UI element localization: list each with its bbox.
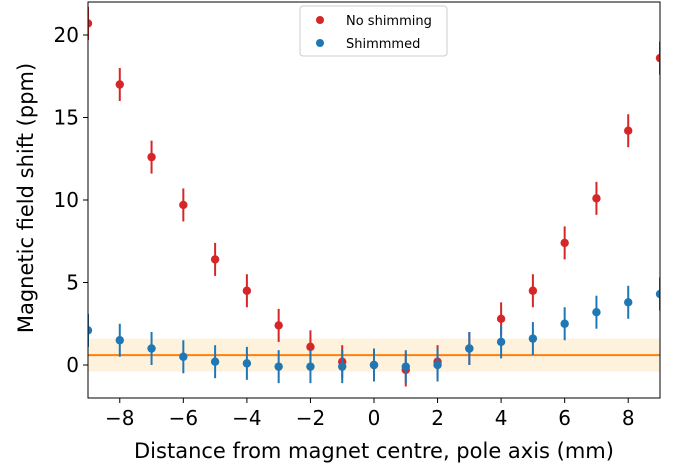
- data-point: [147, 344, 156, 353]
- data-point: [179, 352, 188, 361]
- data-point: [528, 334, 538, 343]
- data-point: [560, 238, 569, 248]
- data-point: [306, 342, 315, 352]
- y-axis-label: Magnetic field shift (ppm): [14, 63, 38, 333]
- data-point: [88, 19, 93, 28]
- y-tick-label: 15: [54, 106, 79, 130]
- y-tick-label: 5: [66, 271, 79, 295]
- data-point: [210, 357, 220, 366]
- data-point: [496, 314, 506, 323]
- data-point: [179, 200, 188, 210]
- data-point: [242, 286, 252, 295]
- x-tick-label: 0: [368, 406, 381, 430]
- legend-marker: [316, 16, 324, 24]
- data-point: [624, 298, 633, 307]
- legend-box: [299, 5, 448, 57]
- x-axis-ticks: −8 −6 −4 −2 0 2 4 6 8: [105, 398, 635, 430]
- data-point: [274, 321, 283, 330]
- y-tick-label: 20: [54, 23, 79, 47]
- x-tick-label: −2: [296, 406, 325, 430]
- series-no-shimming: [88, 6, 660, 387]
- x-tick-label: 8: [622, 406, 635, 430]
- y-axis-ticks: 0 5 10 15 20: [54, 23, 88, 377]
- data-point: [655, 53, 660, 63]
- data-point: [369, 360, 379, 370]
- data-point: [496, 337, 506, 347]
- y-tick-label: 10: [54, 188, 79, 212]
- data-point: [242, 359, 252, 368]
- x-tick-label: 4: [495, 406, 508, 430]
- data-point: [592, 194, 601, 203]
- data-point: [338, 362, 347, 371]
- data-point: [210, 255, 220, 264]
- data-point: [147, 152, 156, 162]
- plot-area: [87, 1, 661, 399]
- x-tick-label: −4: [232, 406, 261, 430]
- x-tick-label: −6: [169, 406, 198, 430]
- data-point: [401, 362, 410, 371]
- x-tick-label: −8: [105, 406, 134, 430]
- legend-label: Shimmmed: [346, 37, 420, 52]
- legend-marker: [316, 39, 324, 47]
- data-point: [592, 308, 601, 317]
- data-point: [306, 362, 315, 371]
- data-point: [624, 126, 633, 135]
- legend-label: No shimming: [346, 14, 432, 29]
- legend: No shimming Shimmmed: [299, 5, 448, 57]
- series-shimmed: [88, 277, 660, 384]
- data-point: [560, 319, 569, 328]
- data-point: [528, 286, 538, 295]
- data-point: [465, 344, 474, 353]
- plot-contents: [88, 6, 660, 387]
- y-tick-label: 0: [66, 353, 79, 377]
- x-tick-label: 2: [431, 406, 444, 430]
- data-point: [88, 326, 93, 335]
- x-axis-label: Distance from magnet centre, pole axis (…: [134, 439, 614, 463]
- data-point: [274, 362, 283, 371]
- data-point: [655, 289, 660, 299]
- data-point: [115, 80, 124, 89]
- data-point: [115, 336, 124, 345]
- data-point: [433, 360, 442, 370]
- x-tick-label: 6: [558, 406, 571, 430]
